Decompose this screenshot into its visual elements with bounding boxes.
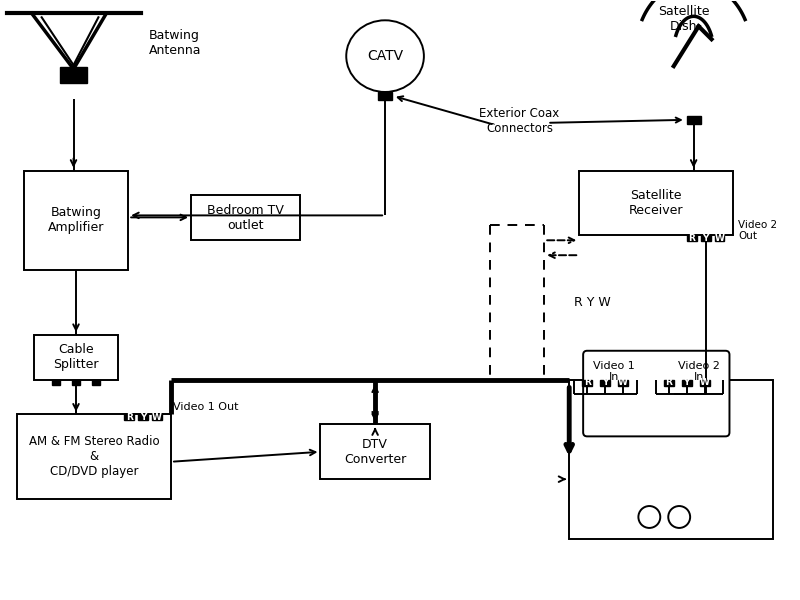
Bar [600,380,610,386]
Bar [320,424,430,479]
Text: W: W [152,413,162,422]
Bar [582,380,592,386]
Bar [664,380,674,386]
Text: Video 2
In: Video 2 In [678,361,719,382]
Text: Y: Y [683,378,690,387]
Bar [700,380,710,386]
Text: Video 1 Out: Video 1 Out [173,401,238,412]
Text: Satellite
Receiver: Satellite Receiver [629,189,683,217]
Text: AM & FM Stereo Radio
&
CD/DVD player: AM & FM Stereo Radio & CD/DVD player [29,435,159,478]
Text: Y: Y [140,413,146,422]
Text: R: R [584,378,590,387]
Bar [92,380,100,385]
Text: Batwing
Antenna: Batwing Antenna [149,29,202,57]
Text: Video 2
Out: Video 2 Out [738,220,778,241]
Text: Y: Y [602,378,608,387]
Text: R: R [126,413,133,422]
Bar [714,235,725,241]
Text: Exterior Coax
Connectors: Exterior Coax Connectors [479,107,559,135]
Bar [17,415,171,499]
Bar [579,170,734,235]
Bar [191,196,301,240]
FancyBboxPatch shape [583,351,730,436]
Bar [686,116,701,124]
Bar [34,335,118,380]
Bar [124,415,134,421]
Text: CATV: CATV [367,49,403,63]
Text: Y: Y [702,234,709,243]
Bar [52,380,60,385]
Text: W: W [700,378,710,387]
Text: Batwing
Amplifier: Batwing Amplifier [48,206,104,235]
Text: DTV
Converter: DTV Converter [344,438,406,466]
Bar [59,67,87,83]
Text: Cable
Splitter: Cable Splitter [54,343,98,371]
Bar [24,170,128,270]
Text: W: W [618,378,628,387]
Text: W: W [714,234,725,243]
Bar [701,235,710,241]
Text: R: R [688,234,695,243]
Text: R: R [666,378,672,387]
Bar [618,380,628,386]
Bar [138,415,148,421]
Bar [72,380,80,385]
Text: Bedroom TV
outlet: Bedroom TV outlet [207,204,284,232]
Text: R Y W: R Y W [574,296,611,309]
Bar [378,92,392,100]
Text: Video 1
In: Video 1 In [593,361,635,382]
Text: Satellite
Dish: Satellite Dish [658,5,710,34]
Bar [682,380,692,386]
Bar [152,415,162,421]
Bar [686,235,697,241]
Bar [570,380,774,539]
